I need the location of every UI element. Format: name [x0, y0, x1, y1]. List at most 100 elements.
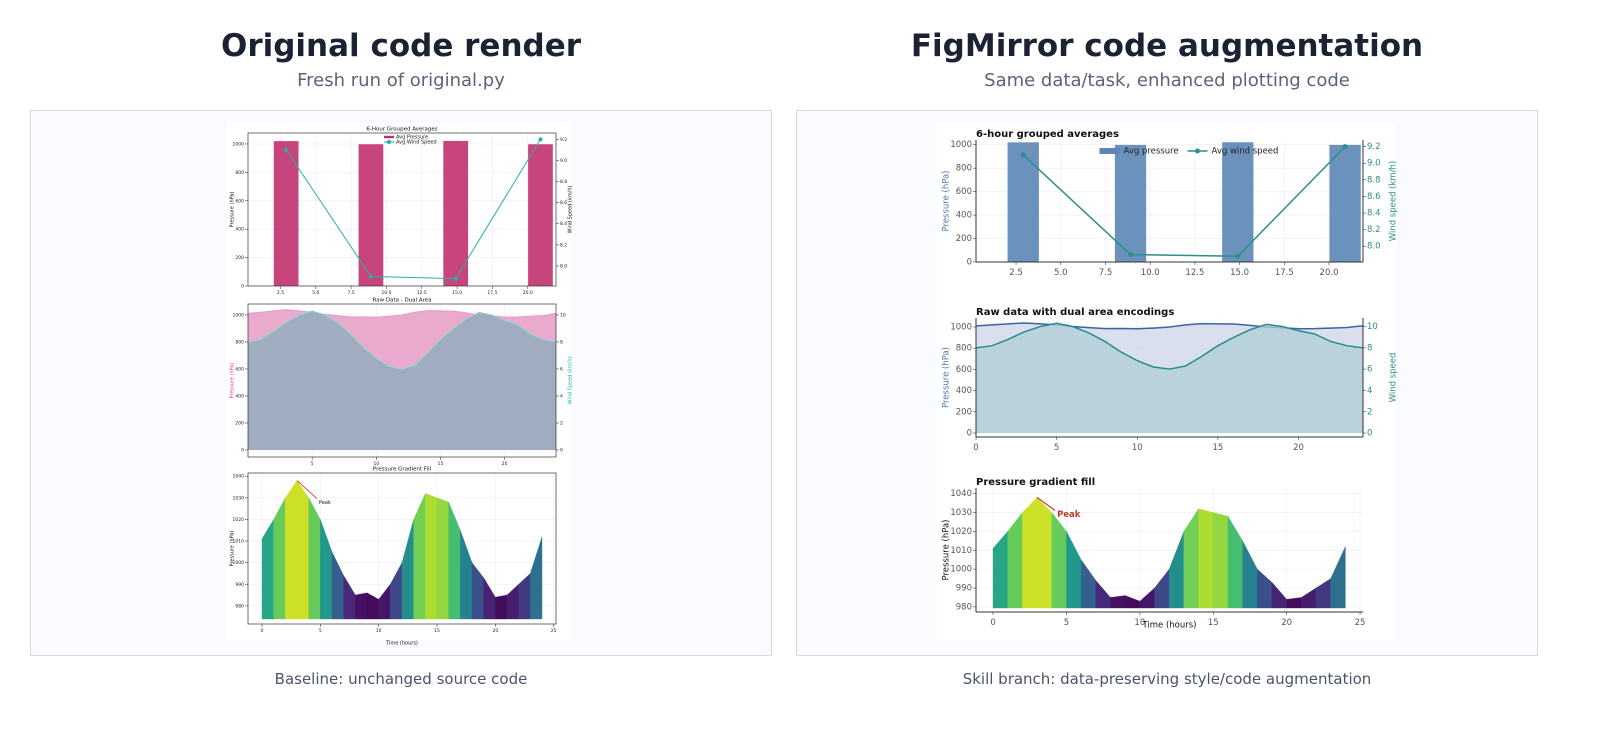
y2-tick-label: 4	[560, 393, 563, 399]
gradient-segment	[296, 479, 309, 620]
legend-swatch	[1099, 148, 1120, 154]
legend-swatch	[1195, 148, 1200, 154]
bar	[528, 144, 553, 286]
gradient-segment	[1198, 508, 1214, 609]
y2-tick-label: 0	[1367, 429, 1372, 439]
annotation: Peak	[1057, 510, 1081, 520]
x-tick-label: 25	[1355, 618, 1366, 628]
chart-title: 6-hour grouped averages	[976, 129, 1119, 140]
y2-tick-label: 8.8	[1367, 175, 1381, 185]
gradient-segment	[436, 497, 449, 620]
y-tick-label: 1010	[233, 539, 245, 545]
x-tick-label: 20.0	[523, 290, 533, 296]
x-tick-label: 2.5	[277, 290, 284, 296]
area	[248, 310, 556, 450]
panel-subtitle: Same data/task, enhanced plotting code	[984, 70, 1350, 91]
y-tick-label: 600	[235, 366, 244, 372]
y2-tick-label: 9.2	[560, 137, 567, 143]
y2-tick-label: 10	[1367, 322, 1378, 332]
x-tick-label: 0	[973, 443, 978, 453]
bar	[1007, 142, 1039, 262]
x-tick-label: 0	[261, 628, 264, 634]
x-tick-label: 7.5	[348, 290, 355, 296]
x-tick-label: 5	[1054, 443, 1059, 453]
y-tick-label: 1000	[950, 565, 972, 575]
annotation: Peak	[319, 500, 331, 506]
point	[1020, 152, 1026, 158]
y2-tick-label: 8.2	[1367, 225, 1381, 235]
y-tick-label: 0	[967, 258, 972, 268]
area	[976, 323, 1363, 434]
y2-tick-label: 9.2	[1367, 142, 1381, 152]
y-tick-label: 200	[235, 420, 244, 426]
bar	[358, 144, 384, 286]
x-tick-label: 20	[492, 628, 498, 634]
y-tick-label: 0	[241, 447, 244, 453]
y-tick-label: 800	[956, 344, 972, 354]
plot-frame	[247, 472, 557, 625]
x-tick-label: 15.0	[452, 290, 462, 296]
y2-tick-label: 8.0	[560, 263, 567, 269]
line	[247, 310, 557, 370]
annotation-arrow	[296, 480, 318, 499]
y-tick-label: 1040	[950, 489, 972, 499]
x-tick-label: 20	[1281, 618, 1292, 628]
x-tick-label: 17.5	[1275, 268, 1294, 278]
gradient-segment	[1110, 595, 1126, 609]
y-tick-label: 400	[956, 211, 972, 221]
y-tick-label: 1030	[233, 495, 245, 501]
y2-tick-label: 8.6	[560, 200, 567, 206]
legend-swatch	[384, 135, 394, 139]
y-tick-label: 400	[956, 386, 972, 396]
gradient-segment	[530, 536, 543, 620]
y2-tick-label: 9.0	[560, 158, 567, 164]
y-tick-label: 1000	[233, 560, 245, 566]
x-tick-label: 15	[1212, 443, 1223, 453]
point	[453, 276, 458, 281]
point	[368, 274, 373, 279]
line	[1022, 146, 1346, 257]
legend-label: Avg pressure	[1124, 147, 1179, 157]
panel-subtitle: Fresh run of original.py	[297, 70, 505, 91]
y2-axis-label: Wind speed	[1389, 353, 1399, 403]
y2-tick-label: 8	[560, 339, 563, 345]
y-tick-label: 990	[956, 584, 972, 594]
panel-caption: Baseline: unchanged source code	[274, 670, 528, 688]
point	[1342, 144, 1348, 150]
gradient-segment	[1036, 496, 1052, 609]
bar	[1222, 142, 1254, 262]
y2-tick-label: 4	[1367, 386, 1372, 396]
y-tick-label: 0	[241, 284, 244, 290]
y2-tick-label: 6	[1367, 365, 1372, 375]
y-tick-label: 1000	[233, 312, 245, 318]
x-tick-label: 15	[438, 461, 444, 467]
gradient-segment	[285, 479, 298, 620]
y-tick-label: 800	[235, 339, 244, 345]
legend-label: Avg wind speed	[1212, 147, 1279, 157]
panel-caption: Skill branch: data-preserving style/code…	[962, 670, 1372, 688]
y-tick-label: 400	[235, 227, 244, 233]
x-axis-label: Time (hours)	[385, 641, 418, 647]
y2-tick-label: 0	[560, 447, 563, 453]
y2-tick-label: 6	[560, 366, 563, 372]
y-tick-label: 1000	[233, 141, 245, 147]
x-tick-label: 5	[1064, 618, 1069, 628]
x-tick-label: 20.0	[1320, 268, 1339, 278]
y2-tick-label: 2	[560, 420, 563, 426]
gradient-segment	[273, 497, 286, 620]
y2-tick-label: 2	[1367, 407, 1372, 417]
y-axis-label: Pressure (hPa)	[942, 171, 952, 232]
chart-title: 6-Hour Grouped Averages	[366, 127, 437, 133]
gradient-segment	[1213, 512, 1229, 609]
x-tick-label: 25	[551, 628, 557, 634]
x-tick-label: 5	[311, 461, 314, 467]
y2-axis-label: Wind speed (km/h)	[1389, 161, 1399, 242]
x-tick-label: 7.5	[1099, 268, 1113, 278]
y-tick-label: 200	[235, 255, 244, 261]
chart-title: Pressure Gradient Fill	[373, 467, 432, 473]
bar	[1114, 144, 1147, 262]
panel-title: Original code render	[220, 28, 582, 64]
point	[1128, 252, 1134, 258]
